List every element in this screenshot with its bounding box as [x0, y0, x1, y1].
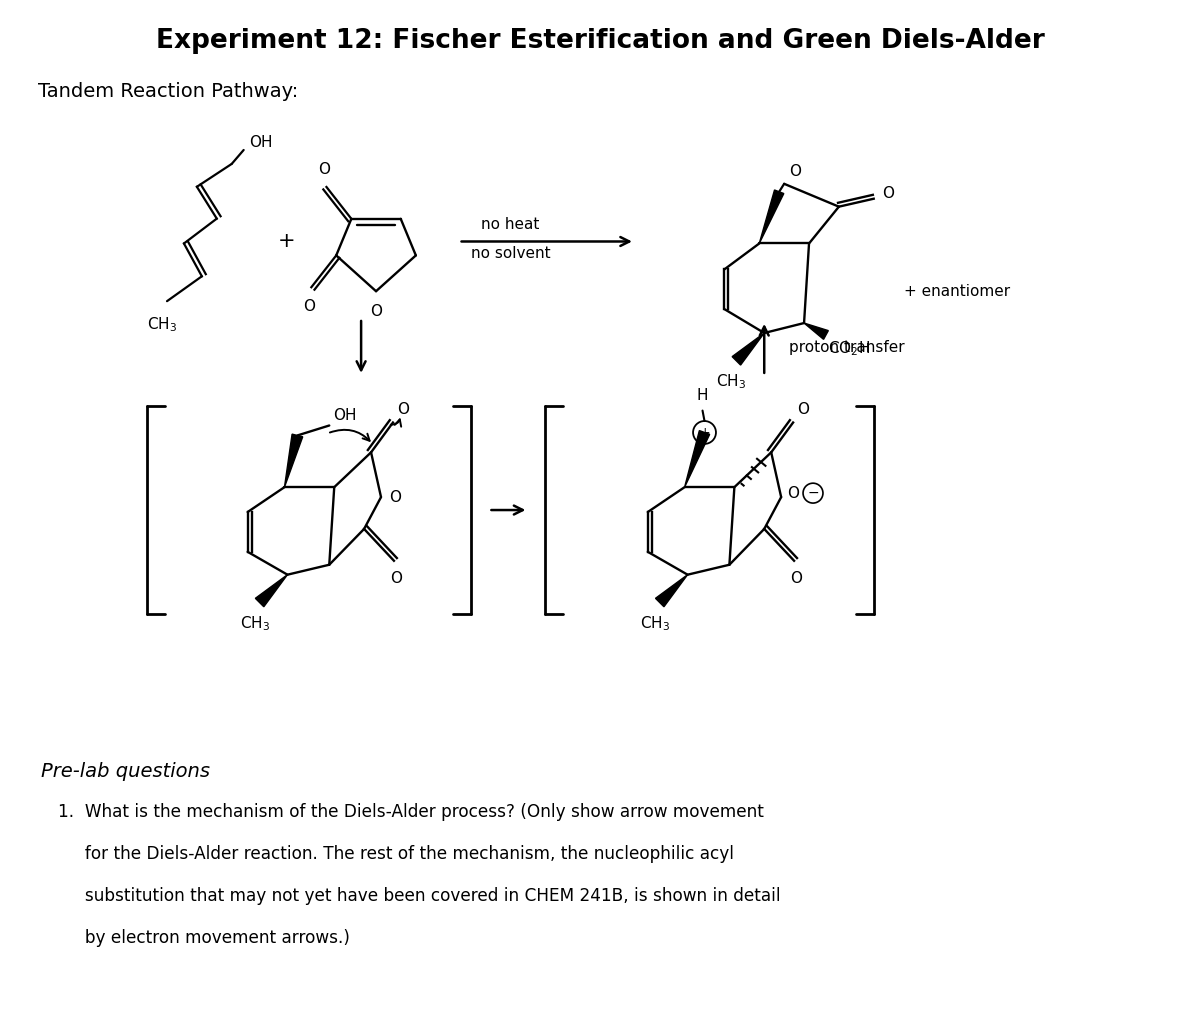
Text: −: − — [808, 486, 818, 500]
Text: +: + — [700, 426, 710, 439]
Text: O: O — [304, 299, 316, 315]
Text: 1.  What is the mechanism of the Diels-Alder process? (Only show arrow movement: 1. What is the mechanism of the Diels-Al… — [58, 803, 763, 822]
Text: O: O — [797, 402, 809, 416]
Text: Pre-lab questions: Pre-lab questions — [41, 762, 210, 780]
Text: by electron movement arrows.): by electron movement arrows.) — [58, 928, 349, 947]
Text: Tandem Reaction Pathway:: Tandem Reaction Pathway: — [37, 83, 298, 101]
Text: OH: OH — [334, 408, 356, 422]
Polygon shape — [284, 434, 302, 487]
Text: OH: OH — [248, 135, 272, 149]
Text: CH$_3$: CH$_3$ — [716, 373, 746, 391]
Text: H: H — [697, 388, 708, 403]
Polygon shape — [732, 333, 764, 365]
Text: +: + — [277, 232, 295, 252]
Text: CH$_3$: CH$_3$ — [640, 615, 670, 633]
FancyArrowPatch shape — [391, 419, 401, 426]
Text: CO$_2$H: CO$_2$H — [828, 339, 870, 358]
Text: no solvent: no solvent — [470, 246, 551, 262]
Text: O: O — [370, 304, 382, 319]
Text: O: O — [787, 485, 799, 501]
Polygon shape — [655, 574, 688, 607]
Polygon shape — [685, 431, 709, 487]
Text: CH$_3$: CH$_3$ — [146, 315, 178, 334]
Text: substitution that may not yet have been covered in CHEM 241B, is shown in detail: substitution that may not yet have been … — [58, 887, 780, 905]
Text: no heat: no heat — [481, 216, 540, 232]
Text: proton transfer: proton transfer — [790, 341, 905, 355]
Text: + enantiomer: + enantiomer — [904, 284, 1009, 299]
Text: O: O — [318, 162, 330, 177]
Text: O: O — [389, 490, 401, 505]
Text: O: O — [397, 402, 409, 416]
FancyArrowPatch shape — [330, 430, 370, 441]
Text: O: O — [390, 570, 402, 586]
Text: O: O — [882, 186, 894, 201]
Polygon shape — [760, 190, 784, 243]
Text: O: O — [790, 164, 802, 179]
Text: for the Diels-Alder reaction. The rest of the mechanism, the nucleophilic acyl: for the Diels-Alder reaction. The rest o… — [58, 846, 733, 863]
Text: O: O — [790, 570, 802, 586]
Polygon shape — [804, 323, 828, 339]
Text: Experiment 12: Fischer Esterification and Green Diels-Alder: Experiment 12: Fischer Esterification an… — [156, 28, 1044, 54]
Text: CH$_3$: CH$_3$ — [240, 615, 270, 633]
Polygon shape — [256, 574, 288, 607]
